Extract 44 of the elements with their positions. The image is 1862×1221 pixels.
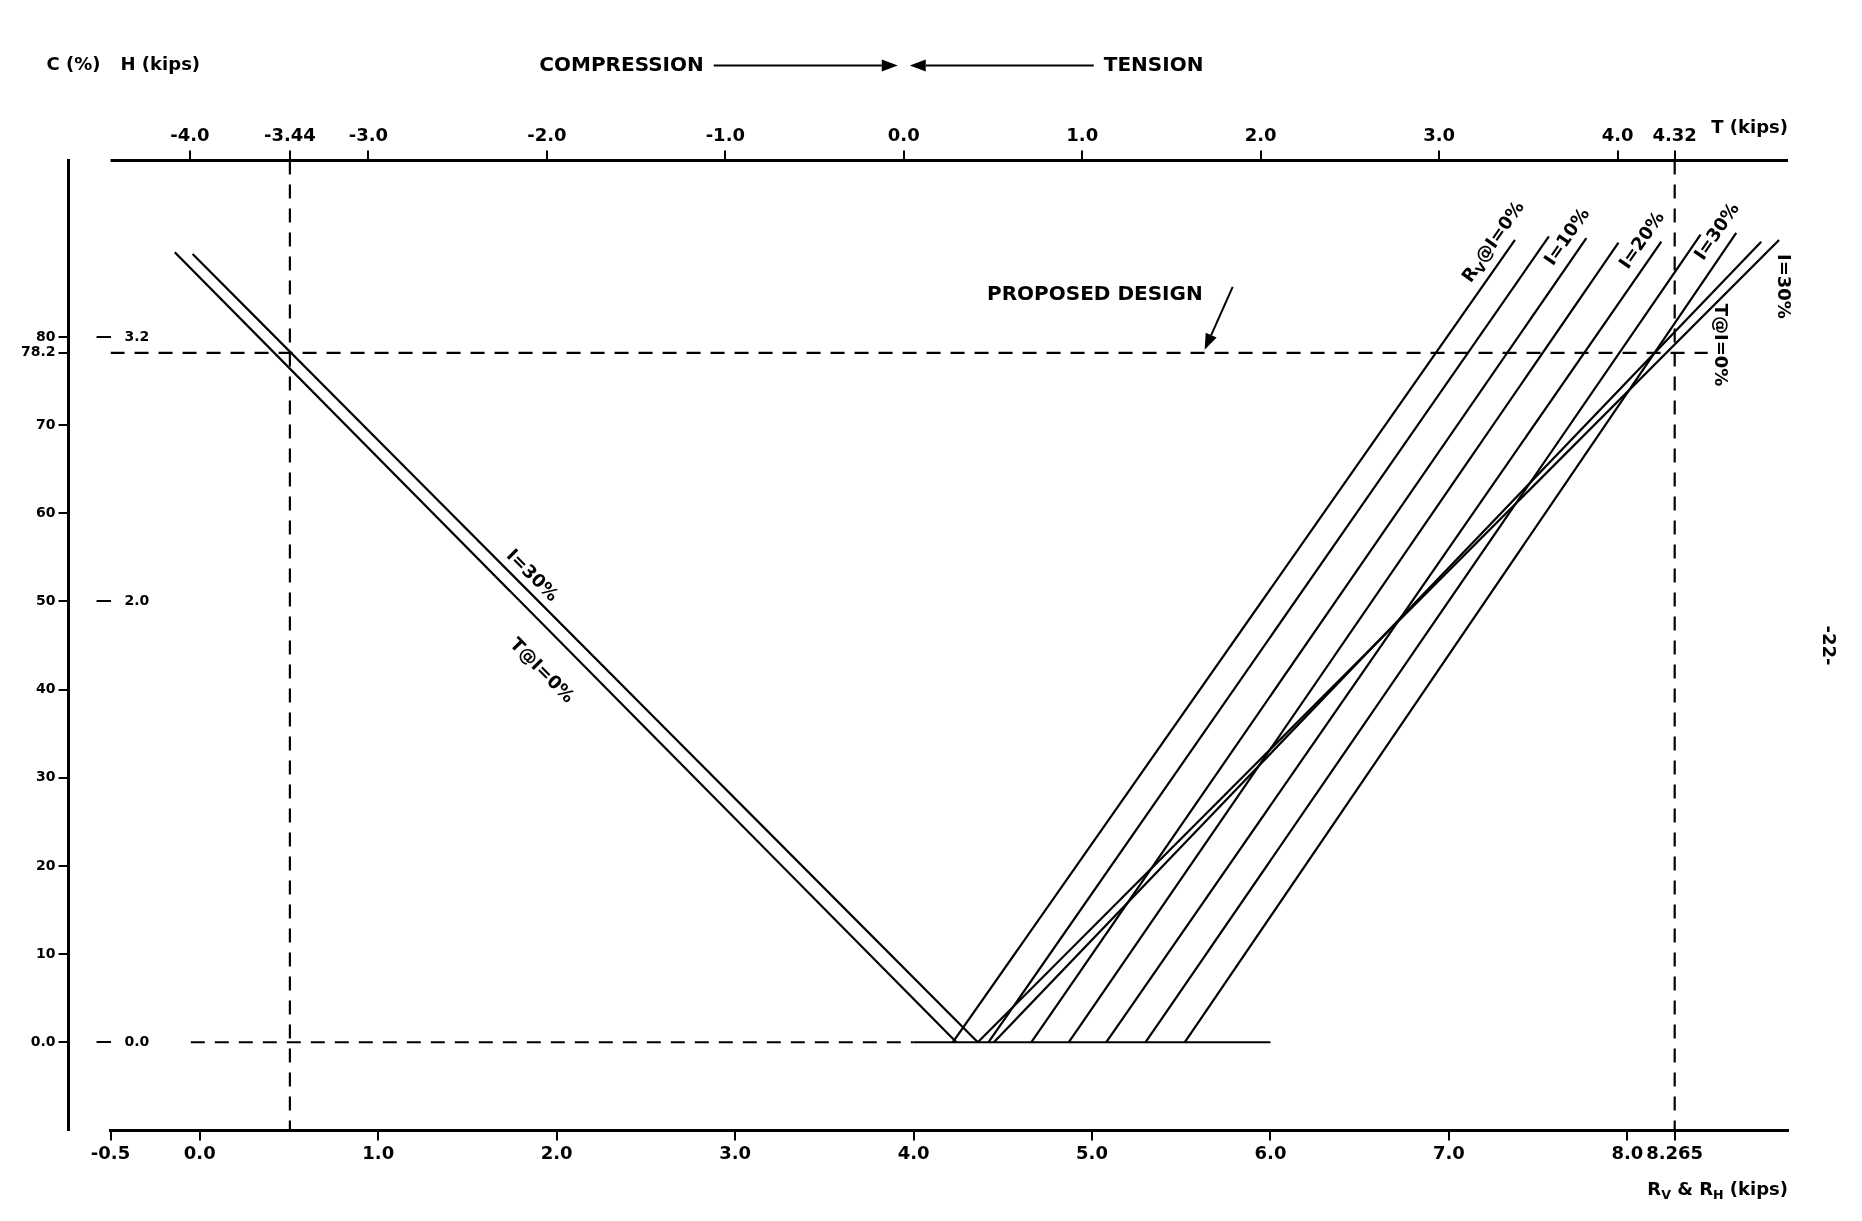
x2-tick-label: 4.32 xyxy=(1652,124,1697,146)
x-tick-label: 8.0 xyxy=(1611,1141,1644,1163)
x2-tick-label: -2.0 xyxy=(527,124,567,146)
text: I=30% xyxy=(1774,253,1796,319)
y2-tick-label: 2.0 xyxy=(124,592,150,609)
x-tick-label: 8.265 xyxy=(1646,1141,1704,1163)
x2-tick-label: -4.0 xyxy=(170,124,210,146)
text: TENSION xyxy=(1103,51,1204,76)
x2-tick-label: 1.0 xyxy=(1066,124,1099,146)
x2-axis-title: T (kips) xyxy=(1711,116,1789,138)
y2-axis-title: H (kips) xyxy=(120,53,201,75)
x-tick-label: 3.0 xyxy=(719,1141,752,1163)
y2-tick-label: 3.2 xyxy=(124,327,150,344)
x-tick-label: 2.0 xyxy=(540,1141,573,1163)
x2-tick-label: 3.0 xyxy=(1423,124,1456,146)
x-tick-label: 0.0 xyxy=(183,1141,216,1163)
text: COMPRESSION xyxy=(539,51,704,76)
y-tick-label: 78.2 xyxy=(21,343,56,360)
y-tick-label: 80 xyxy=(36,327,56,344)
y-tick-label: 70 xyxy=(36,415,56,432)
x2-tick-label: -3.0 xyxy=(348,124,389,146)
y-tick-label: 40 xyxy=(36,680,56,697)
x2-tick-label: 0.0 xyxy=(887,124,920,146)
y2-tick-label: 0.0 xyxy=(124,1032,150,1049)
x-tick-label: 6.0 xyxy=(1254,1141,1287,1163)
y-tick-label: 0.0 xyxy=(30,1032,56,1049)
text: -22- xyxy=(1819,625,1841,666)
annotation: PROPOSED DESIGN xyxy=(987,281,1203,305)
x-tick-label: 4.0 xyxy=(897,1141,930,1163)
y-tick-label: 30 xyxy=(36,768,56,785)
x2-tick-label: -1.0 xyxy=(705,124,745,146)
x-tick-label: 1.0 xyxy=(362,1141,395,1163)
x-tick-label: -0.5 xyxy=(90,1141,131,1163)
y-tick-label: 60 xyxy=(36,503,56,520)
text: T@I=0% xyxy=(1710,303,1732,387)
y-tick-label: 10 xyxy=(36,944,56,961)
x2-tick-label: 2.0 xyxy=(1244,124,1277,146)
y-tick-label: 20 xyxy=(36,856,56,873)
y-axis-title: C (%) xyxy=(46,53,101,75)
x2-tick-label: 4.0 xyxy=(1601,124,1634,146)
x2-tick-label: -3.44 xyxy=(263,124,316,146)
x-tick-label: 7.0 xyxy=(1432,1141,1465,1163)
x-tick-label: 5.0 xyxy=(1076,1141,1108,1163)
y-tick-label: 50 xyxy=(36,592,56,609)
